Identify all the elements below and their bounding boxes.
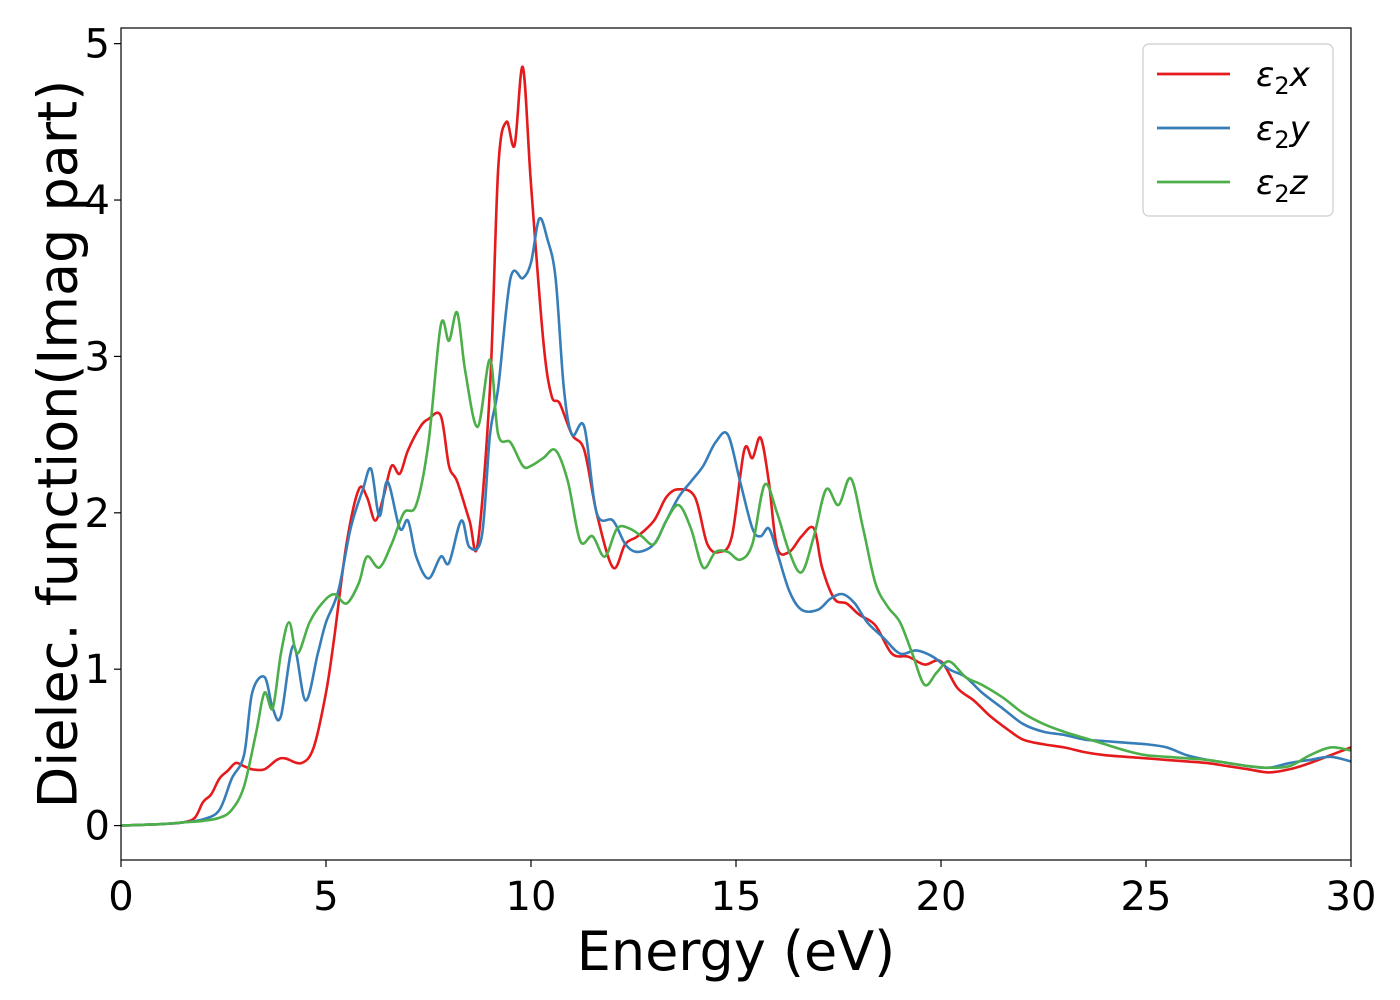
x-tick-label: 10 bbox=[506, 874, 557, 920]
series-line-y bbox=[121, 216, 1351, 827]
legend-label-x: ε2x bbox=[1256, 55, 1311, 100]
legend-box bbox=[1142, 43, 1334, 217]
y-tick-label: 2 bbox=[85, 491, 110, 537]
tick-layer: 0 5 10 15 20 25 30 0 1 2 3 4 5 bbox=[85, 22, 1377, 920]
x-axis-label: Energy (eV) bbox=[577, 920, 896, 983]
x-tick-label: 25 bbox=[1121, 874, 1172, 920]
x-tick-label: 20 bbox=[916, 874, 967, 920]
series-layer bbox=[121, 65, 1351, 827]
legend-label-z: ε2z bbox=[1256, 163, 1309, 208]
y-tick-label: 0 bbox=[85, 804, 110, 850]
x-tick-label: 5 bbox=[313, 874, 338, 920]
legend: ε2x ε2y ε2z bbox=[1142, 43, 1334, 217]
y-tick-label: 4 bbox=[85, 178, 110, 224]
y-tick-label: 1 bbox=[85, 647, 110, 693]
y-tick-label: 5 bbox=[85, 22, 110, 68]
y-axis-label: Dielec. function(Imag part) bbox=[27, 80, 90, 809]
x-tick-label: 30 bbox=[1326, 874, 1377, 920]
series-line-x bbox=[121, 65, 1351, 827]
x-tick-label: 0 bbox=[108, 874, 133, 920]
series-line-z bbox=[121, 310, 1351, 827]
y-tick-label: 3 bbox=[85, 334, 110, 380]
legend-label-y: ε2y bbox=[1256, 109, 1311, 154]
x-tick-label: 15 bbox=[711, 874, 762, 920]
